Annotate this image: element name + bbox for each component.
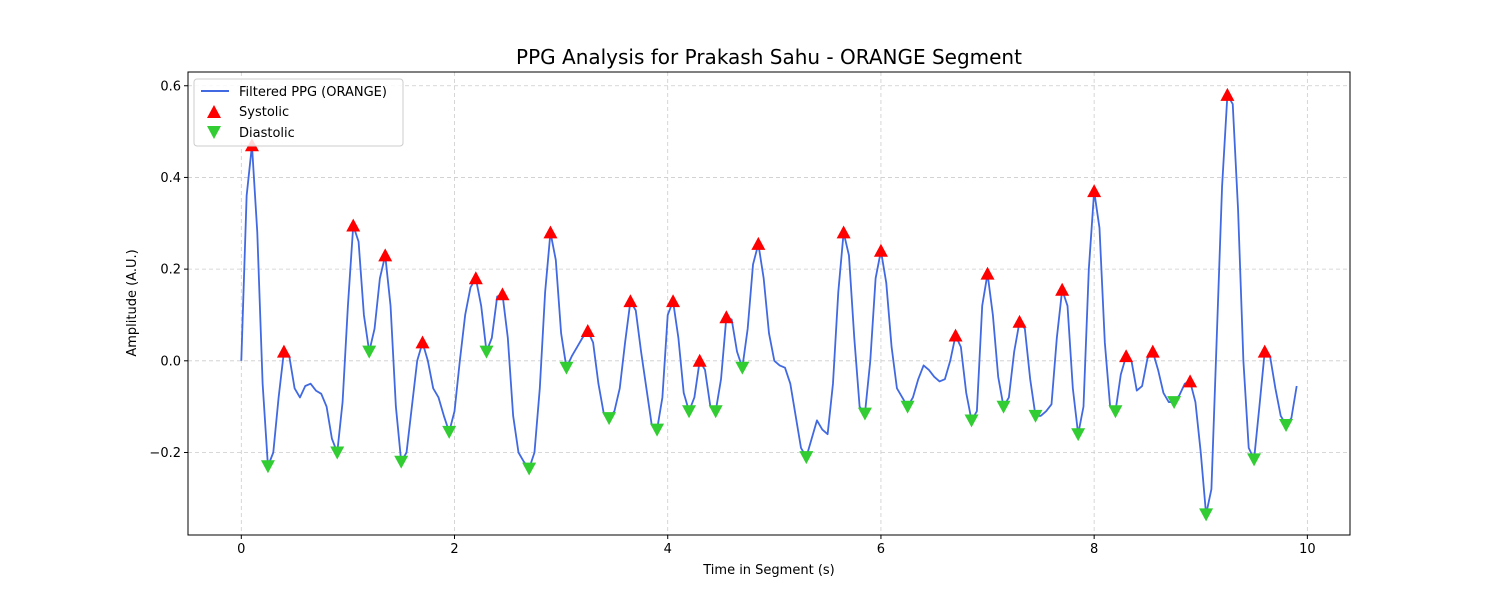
x-tick-label: 2 <box>450 542 458 557</box>
diastolic-marker <box>522 462 537 476</box>
y-tick-label: 0.6 <box>160 79 181 94</box>
diastolic-marker <box>682 405 697 419</box>
diastolic-marker <box>260 460 275 474</box>
systolic-marker <box>1055 282 1070 296</box>
legend-entry-systolic: Systolic <box>239 105 289 120</box>
y-tick-label: −0.2 <box>149 446 181 461</box>
diastolic-marker <box>1247 453 1262 467</box>
legend-entry-filtered-ppg: Filtered PPG (ORANGE) <box>239 85 387 100</box>
chart-title: PPG Analysis for Prakash Sahu - ORANGE S… <box>516 45 1022 69</box>
systolic-marker <box>468 271 483 285</box>
x-tick-label: 6 <box>877 542 885 557</box>
diastolic-marker <box>1028 409 1043 423</box>
diastolic-marker <box>330 446 345 460</box>
y-axis-label: Amplitude (A.U.) <box>125 249 140 356</box>
x-tick-label: 4 <box>664 542 672 557</box>
y-tick-label: 0.0 <box>160 354 181 369</box>
systolic-marker <box>719 310 734 324</box>
y-tick-label: 0.2 <box>160 263 181 278</box>
systolic-marker <box>873 243 888 257</box>
systolic-marker <box>623 294 638 308</box>
systolic-marker <box>948 328 963 342</box>
systolic-marker <box>543 225 558 239</box>
diastolic-marker <box>1167 396 1182 410</box>
x-tick-label: 10 <box>1299 542 1316 557</box>
x-axis-label: Time in Segment (s) <box>702 563 834 578</box>
legend-entry-diastolic: Diastolic <box>239 126 295 141</box>
legend-box <box>193 78 404 147</box>
systolic-marker <box>751 236 766 250</box>
diastolic-marker <box>1199 508 1214 522</box>
diastolic-marker <box>479 345 494 359</box>
diastolic-marker <box>1108 405 1123 419</box>
diastolic-marker <box>362 345 377 359</box>
series-layer <box>240 94 1298 516</box>
systolic-marker <box>580 324 595 337</box>
systolic-marker <box>1119 349 1134 363</box>
systolic-marker <box>1183 374 1198 388</box>
systolic-marker <box>666 294 681 308</box>
diastolic-marker <box>900 400 915 414</box>
legend-diastolic-swatch <box>207 126 221 139</box>
diastolic-marker <box>735 361 750 375</box>
systolic-marker <box>1257 344 1272 358</box>
grid <box>188 72 1350 535</box>
legend: Filtered PPG (ORANGE) Systolic Diastolic <box>193 78 404 147</box>
diastolic-marker <box>650 423 665 437</box>
systolic-marker <box>1087 184 1102 198</box>
systolic-marker <box>836 225 851 239</box>
systolic-marker <box>346 218 361 232</box>
diastolic-marker <box>442 425 457 439</box>
diastolic-marker <box>857 407 872 421</box>
systolic-marker <box>1012 314 1027 328</box>
diastolic-marker <box>1071 428 1086 442</box>
diastolic-marker <box>602 412 617 426</box>
diastolic-marker <box>1279 419 1294 432</box>
systolic-marker <box>415 335 430 349</box>
diastolic-marker <box>708 405 723 419</box>
y-axis-ticks: −0.2 0.0 0.2 0.4 0.6 <box>149 79 188 461</box>
markers-layer <box>244 87 1294 522</box>
legend-systolic-swatch <box>207 105 221 118</box>
systolic-marker <box>276 344 291 358</box>
plot-frame <box>187 71 1351 536</box>
systolic-marker <box>495 287 510 301</box>
y-tick-label: 0.4 <box>160 171 181 186</box>
diastolic-marker <box>559 361 574 375</box>
systolic-marker <box>1220 87 1235 101</box>
systolic-marker <box>692 353 707 367</box>
diastolic-marker <box>799 451 814 465</box>
diastolic-marker <box>964 414 979 428</box>
systolic-marker <box>980 266 995 280</box>
systolic-marker <box>1145 344 1160 358</box>
systolic-marker <box>378 248 393 262</box>
filtered-ppg-line <box>240 94 1298 516</box>
x-axis-ticks: 0 2 4 6 8 10 <box>237 535 1316 557</box>
diastolic-marker <box>394 455 409 469</box>
x-tick-label: 0 <box>237 542 245 557</box>
diastolic-marker <box>996 400 1011 414</box>
x-tick-label: 8 <box>1090 542 1098 557</box>
